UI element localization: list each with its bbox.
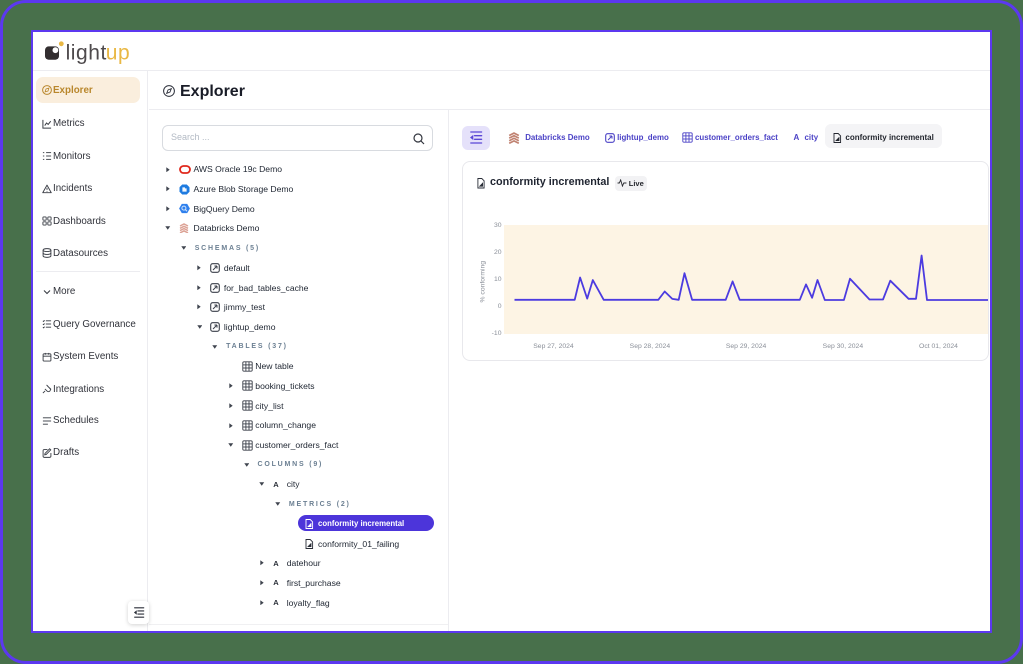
svg-text:up: up	[106, 42, 130, 65]
svg-text:light: light	[66, 42, 107, 65]
